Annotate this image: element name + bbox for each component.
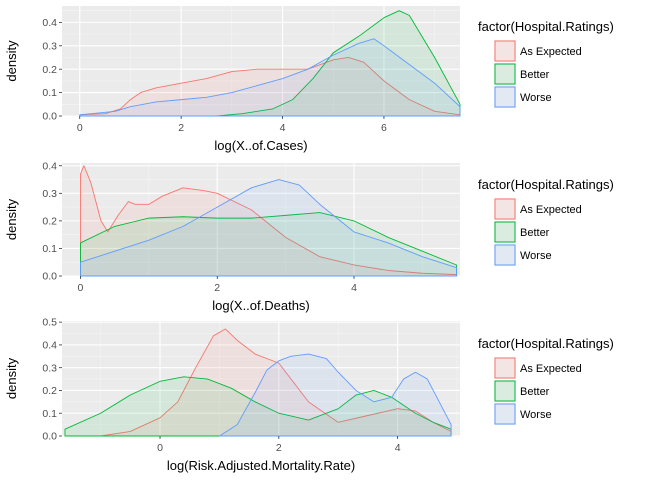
y-tick-label: 0.5 xyxy=(42,317,57,329)
legend-label-better: Better xyxy=(520,69,550,81)
legend-key-as-expected xyxy=(494,357,516,379)
y-tick-label: 0.0 xyxy=(42,271,57,283)
y-tick-label: 0.3 xyxy=(42,362,57,374)
legend-key-worse xyxy=(494,244,516,266)
x-tick-label: 2 xyxy=(276,442,282,454)
legend-key-background xyxy=(494,86,516,108)
legend-label-worse: Worse xyxy=(520,250,552,262)
legend-key-worse xyxy=(494,403,516,425)
legend-title: factor(Hospital.Ratings) xyxy=(478,336,614,351)
legend-key-background xyxy=(494,198,516,220)
legend-title: factor(Hospital.Ratings) xyxy=(478,19,614,34)
panel-2: 0 2 4 0.0 0.1 0.2 0.3 0.4 log(X..of.Deaths) densi… xyxy=(4,160,614,313)
y-tick-label: 0.2 xyxy=(42,215,57,227)
x-tick-label: 2 xyxy=(178,122,184,134)
x-tick-label: 4 xyxy=(395,442,401,454)
y-tick-label: 0.0 xyxy=(42,431,57,443)
legend-key-background xyxy=(494,403,516,425)
y-tick-label: 0.1 xyxy=(42,87,57,99)
panel-background xyxy=(62,6,460,116)
legend-label-as-expected: As Expected xyxy=(520,46,582,58)
y-tick-label: 0.2 xyxy=(42,385,57,397)
y-tick-label: 0.4 xyxy=(42,17,57,29)
legend-key-background xyxy=(494,63,516,85)
y-tick-label: 0.2 xyxy=(42,64,57,76)
x-tick-label: 6 xyxy=(381,122,387,134)
legend-label-better: Better xyxy=(520,227,550,239)
y-tick-label: 0.0 xyxy=(42,111,57,123)
y-tick-label: 0.1 xyxy=(42,243,57,255)
density-area-worse xyxy=(218,353,452,437)
legend-key-as-expected xyxy=(494,40,516,62)
legend-label-worse: Worse xyxy=(520,409,552,421)
legend-label-worse: Worse xyxy=(520,92,552,104)
y-tick-label: 0.1 xyxy=(42,408,57,420)
x-axis-title: log(X..of.Cases) xyxy=(214,138,307,153)
legend-key-as-expected xyxy=(494,198,516,220)
legend-key-background xyxy=(494,357,516,379)
legend-key-better xyxy=(494,63,516,85)
density-area-worse xyxy=(80,179,458,277)
legend-key-better xyxy=(494,380,516,402)
legend: factor(Hospital.Ratings) As Expected Bette… xyxy=(478,19,614,108)
legend-title: factor(Hospital.Ratings) xyxy=(478,177,614,192)
x-axis-title: log(X..of.Deaths) xyxy=(212,298,310,313)
panel-3: 0 2 4 0.0 0.1 0.2 0.3 0.4 0.5 log(Risk.Adjusted.M… xyxy=(4,317,614,473)
x-tick-label: 0 xyxy=(77,122,83,134)
legend: factor(Hospital.Ratings) As Expected Bette… xyxy=(478,177,614,266)
density-area-as-expected xyxy=(80,165,458,277)
y-tick-label: 0.4 xyxy=(42,160,57,172)
y-tick-label: 0.4 xyxy=(42,340,57,352)
panel-1: 0 2 4 6 0.0 0.1 0.2 0.3 0.4 log(X..of.Cases) densi… xyxy=(4,6,614,153)
legend-label-better: Better xyxy=(520,386,550,398)
legend-key-better xyxy=(494,221,516,243)
y-axis-title: density xyxy=(4,40,19,82)
x-tick-label: 2 xyxy=(214,282,220,294)
density-area-as-expected xyxy=(79,57,461,117)
y-axis-title: density xyxy=(4,198,19,240)
legend-key-background xyxy=(494,40,516,62)
density-area-better xyxy=(80,212,458,277)
y-tick-label: 0.3 xyxy=(42,188,57,200)
panel-background xyxy=(62,321,460,436)
panel-background xyxy=(62,163,460,276)
x-axis-title: log(Risk.Adjusted.Mortality.Rate) xyxy=(167,458,355,473)
legend-key-background xyxy=(494,380,516,402)
y-axis-title: density xyxy=(4,357,19,399)
x-tick-label: 0 xyxy=(78,282,84,294)
y-tick-label: 0.3 xyxy=(42,40,57,52)
density-area-better xyxy=(216,10,461,117)
legend-key-background xyxy=(494,221,516,243)
legend-key-worse xyxy=(494,86,516,108)
density-area-worse xyxy=(79,38,461,117)
x-tick-label: 4 xyxy=(280,122,286,134)
x-tick-label: 0 xyxy=(157,442,163,454)
legend-label-as-expected: As Expected xyxy=(520,363,582,375)
legend: factor(Hospital.Ratings) As Expected Bette… xyxy=(478,336,614,425)
density-area-better xyxy=(64,376,452,437)
legend-key-background xyxy=(494,244,516,266)
x-tick-label: 4 xyxy=(351,282,357,294)
legend-label-as-expected: As Expected xyxy=(520,204,582,216)
